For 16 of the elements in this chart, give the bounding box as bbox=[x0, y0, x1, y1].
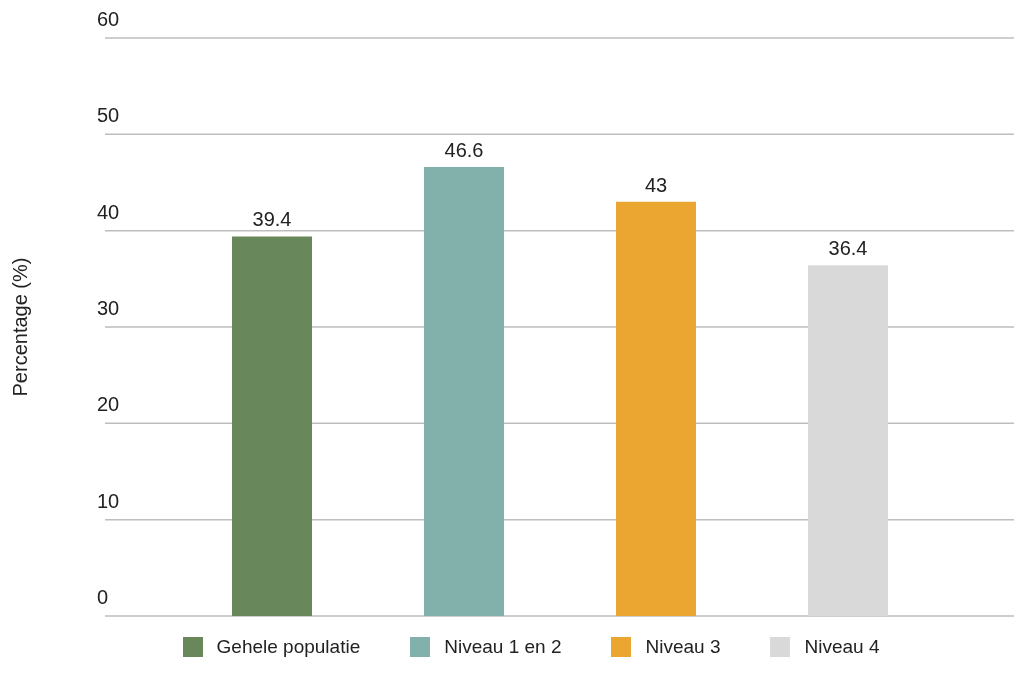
data-label: 46.6 bbox=[444, 139, 484, 162]
legend-label: Niveau 1 en 2 bbox=[444, 636, 562, 658]
data-label: 39.4 bbox=[252, 208, 292, 231]
data-label: 36.4 bbox=[828, 237, 868, 260]
y-axis-title: Percentage (%) bbox=[9, 257, 32, 397]
y-tick-label: 30 bbox=[97, 297, 120, 319]
y-tick-label: 50 bbox=[97, 104, 120, 127]
y-tick-label: 20 bbox=[97, 393, 120, 416]
y-tick-label: 10 bbox=[97, 489, 120, 512]
data-label: 43 bbox=[644, 173, 668, 196]
y-tick-label: 60 bbox=[97, 8, 120, 30]
legend-label: Niveau 4 bbox=[804, 636, 880, 658]
legend-label: Gehele populatie bbox=[216, 636, 361, 658]
y-tick-label: 40 bbox=[97, 200, 120, 223]
y-tick-label: 0 bbox=[97, 586, 109, 608]
legend-label: Niveau 3 bbox=[645, 636, 721, 658]
